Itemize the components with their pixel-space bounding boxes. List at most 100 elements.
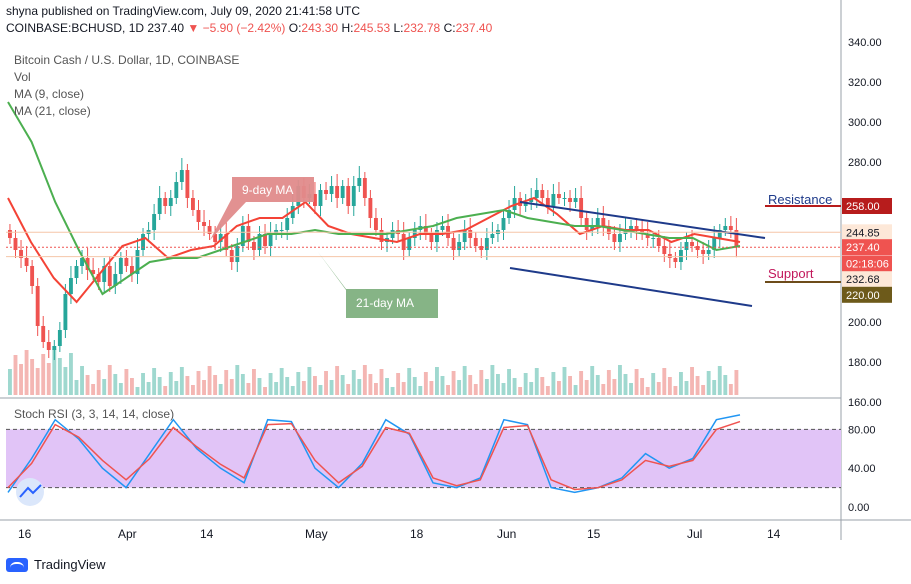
candle-body <box>667 254 672 258</box>
volume-bar <box>374 383 378 395</box>
ma21-callout-bubble <box>318 252 438 318</box>
volume-bar <box>496 374 500 395</box>
volume-bar <box>446 385 450 395</box>
candle-body <box>80 258 84 266</box>
candle-body <box>595 218 600 226</box>
candle-body <box>157 198 162 214</box>
volume-bar <box>673 386 678 395</box>
rsi-tick-label: 80.00 <box>848 424 876 436</box>
volume-bar <box>30 359 35 395</box>
volume-bar <box>357 379 362 395</box>
resistance-label: Resistance <box>768 192 832 207</box>
volume-bar <box>240 374 245 395</box>
candle-body <box>679 250 683 262</box>
candle-body <box>412 230 417 238</box>
candle-body <box>473 238 478 246</box>
rsi-label: Stoch RSI (3, 3, 14, 14, close) <box>14 407 174 421</box>
legend-vol: Vol <box>14 70 31 84</box>
ma9-callout-bubble <box>210 177 314 240</box>
published-text: shyna published on TradingView.com, July… <box>6 4 360 18</box>
volume-bar <box>684 381 689 395</box>
candle-body <box>124 258 129 266</box>
candle-body <box>340 186 345 198</box>
volume-bar <box>224 370 229 395</box>
volume-bar <box>518 387 523 395</box>
candle-body <box>113 274 118 286</box>
volume-bar <box>196 371 201 395</box>
candle-body <box>213 234 218 242</box>
volume-bar <box>717 366 722 395</box>
close-label: C: <box>443 21 456 35</box>
published-line: shyna published on TradingView.com, July… <box>6 4 360 18</box>
cloud-icon <box>16 478 44 506</box>
volume-bar <box>74 380 79 395</box>
candle-body <box>74 266 79 278</box>
candle-body <box>684 242 689 250</box>
legend-title: Bitcoin Cash / U.S. Dollar, 1D, COINBASE <box>14 53 240 67</box>
candle-body <box>324 190 328 194</box>
volume-bar <box>679 372 683 395</box>
candle-body <box>246 226 251 242</box>
candle-body <box>41 326 46 342</box>
volume-bar <box>690 367 694 395</box>
candle-body <box>501 218 506 230</box>
candle-body <box>252 242 256 250</box>
candle-body <box>335 186 340 198</box>
volume-bar <box>85 375 90 395</box>
volume-bar <box>274 382 279 395</box>
volume-bar <box>229 379 234 395</box>
volume-bar <box>551 372 556 395</box>
candle-body <box>584 218 589 230</box>
candle-body <box>240 226 245 246</box>
volume-bar <box>540 377 545 395</box>
time-tick-label: 14 <box>200 527 214 541</box>
volume-bar <box>701 385 706 395</box>
volume-bar <box>423 372 428 395</box>
time-tick-label: 18 <box>410 527 424 541</box>
candle-body <box>706 250 711 254</box>
candle-body <box>368 198 373 218</box>
time-tick-label: 16 <box>18 527 32 541</box>
volume-bar <box>618 365 622 395</box>
volume-bar <box>185 376 190 395</box>
volume-bar <box>468 375 473 395</box>
volume-bar <box>590 366 595 395</box>
volume-bar <box>595 375 600 395</box>
volume-bar <box>534 368 539 395</box>
support-label: Support <box>768 266 814 281</box>
candle-body <box>590 226 595 230</box>
candle-body <box>673 258 678 262</box>
candle-body <box>235 246 240 262</box>
volume-bar <box>362 365 367 395</box>
candle-body <box>351 186 356 206</box>
volume-bar <box>141 373 145 395</box>
candle-body <box>30 266 35 286</box>
candle-body <box>318 190 323 206</box>
volume-bar <box>301 381 306 395</box>
candle-body <box>557 194 561 198</box>
volume-bar <box>8 369 12 395</box>
volume-bar <box>263 387 267 395</box>
candle-body <box>568 198 572 202</box>
candle-body <box>634 226 639 230</box>
candle-body <box>379 230 384 242</box>
volume-bar <box>268 373 273 395</box>
volume-bar <box>135 387 140 395</box>
volume-bar <box>318 385 323 395</box>
volume-bar <box>41 354 46 395</box>
volume-bar <box>412 377 417 395</box>
time-tick-label: Apr <box>118 527 137 541</box>
candle-body <box>629 226 633 230</box>
candle-body <box>645 234 650 238</box>
candle-body <box>268 234 273 246</box>
candle-body <box>401 234 406 250</box>
volume-bar <box>335 366 340 395</box>
volume-bar <box>573 385 578 395</box>
candle-body <box>612 234 617 242</box>
change-text: −5.90 (−2.42%) <box>202 21 286 35</box>
volume-bar <box>46 363 51 395</box>
candle-body <box>218 234 223 242</box>
candle-body <box>601 218 606 226</box>
volume-bar <box>656 382 661 395</box>
tradingview-footer[interactable]: TradingView <box>6 557 106 572</box>
